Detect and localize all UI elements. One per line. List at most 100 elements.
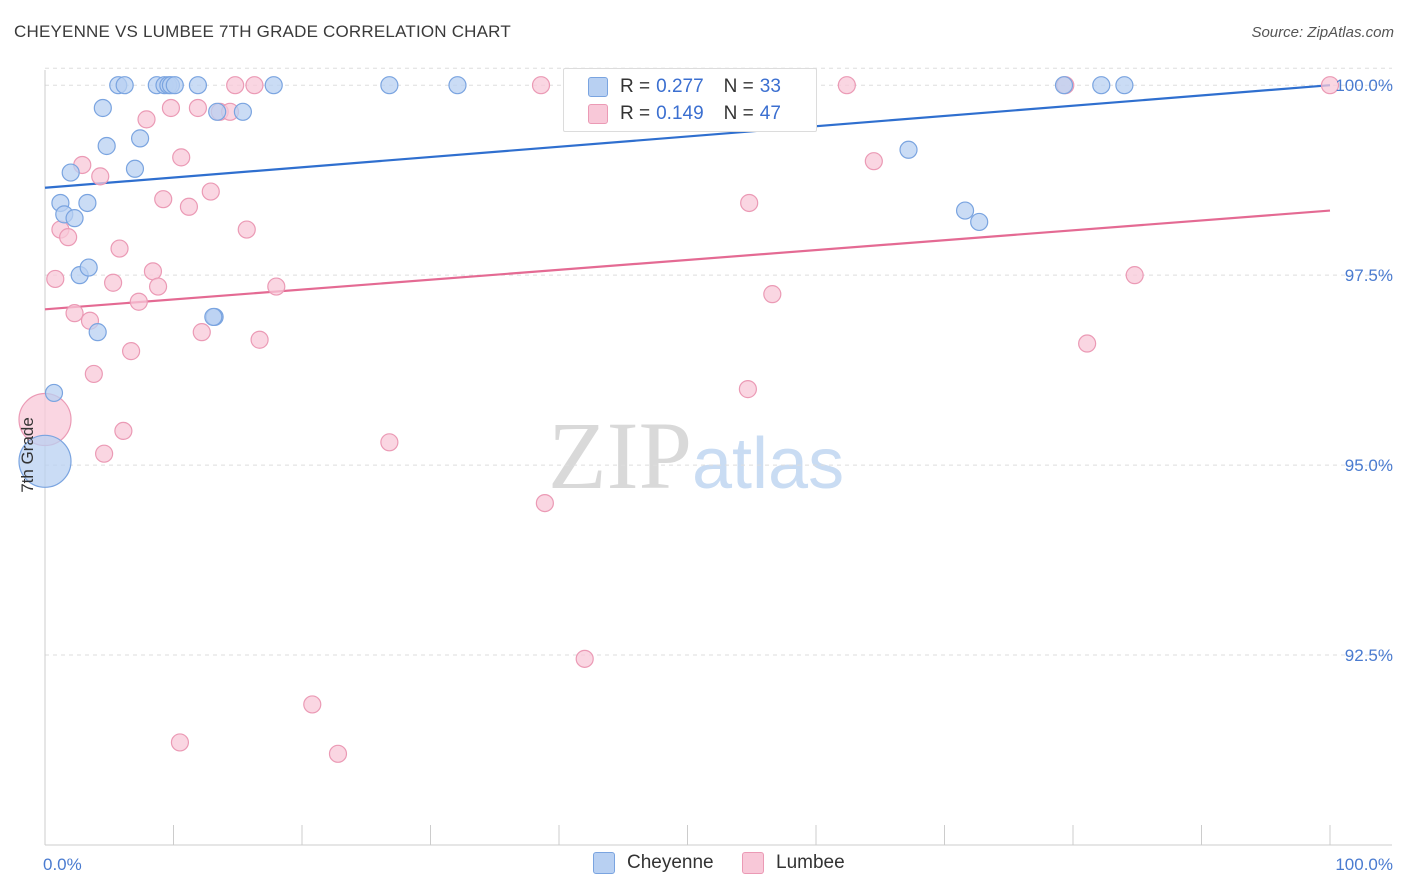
x-tick-label-min: 0.0% — [43, 855, 82, 874]
point-lumbee — [267, 277, 286, 296]
point-lumbee — [531, 76, 551, 95]
point-lumbee — [1320, 76, 1340, 95]
grid-lines — [45, 67, 1392, 656]
point-lumbee — [575, 649, 594, 668]
point-lumbee — [110, 239, 129, 258]
point-cheyenne — [115, 76, 134, 95]
watermark-atlas: atlas — [692, 424, 845, 504]
point-cheyenne — [1115, 76, 1134, 95]
y-tick-label: 92.5% — [1345, 646, 1393, 665]
point-cheyenne — [79, 258, 98, 277]
point-cheyenne — [188, 76, 208, 95]
point-lumbee — [380, 433, 399, 452]
point-cheyenne — [65, 209, 84, 228]
point-cheyenne — [208, 102, 227, 121]
point-cheyenne — [18, 434, 72, 488]
y-tick-label: 100.0% — [1335, 76, 1393, 95]
point-cheyenne — [1092, 76, 1111, 95]
point-cheyenne — [955, 201, 975, 220]
point-lumbee — [179, 197, 199, 216]
source-label: Source: ZipAtlas.com — [1251, 24, 1394, 41]
point-lumbee — [740, 193, 759, 213]
bottom-legend-label-lumbee: Lumbee — [776, 852, 845, 873]
legend-row-cheyenne: R = 0.277 N = 33 — [588, 75, 781, 99]
point-lumbee — [84, 364, 103, 384]
point-cheyenne — [1054, 76, 1074, 95]
point-lumbee — [245, 76, 264, 95]
point-cheyenne — [448, 76, 467, 95]
legend-n-value: 33 — [759, 76, 781, 97]
legend-swatch-lumbee — [588, 104, 608, 124]
point-lumbee — [201, 182, 220, 201]
point-lumbee — [59, 228, 78, 247]
point-cheyenne — [78, 193, 97, 213]
bottom-legend-cheyenne: Cheyenne — [593, 852, 714, 874]
point-lumbee — [328, 744, 348, 763]
point-cheyenne — [970, 212, 989, 232]
x-tick-label-max: 100.0% — [1335, 855, 1393, 874]
point-cheyenne — [165, 76, 184, 95]
y-axis-label: 7th Grade — [18, 417, 37, 493]
point-cheyenne — [125, 159, 145, 178]
point-cheyenne — [264, 76, 283, 95]
point-lumbee — [121, 342, 141, 361]
point-lumbee — [161, 98, 181, 118]
legend-n-label: N = — [723, 76, 754, 97]
point-lumbee — [154, 190, 173, 209]
bottom-legend-label-cheyenne: Cheyenne — [627, 852, 714, 873]
tick-labels: 92.5% 95.0% 97.5% 100.0% 0.0% 100.0% — [43, 76, 1393, 874]
axes — [44, 70, 1392, 846]
point-lumbee — [148, 277, 168, 296]
point-lumbee — [65, 304, 84, 323]
point-cheyenne — [61, 163, 80, 182]
trend-line-cheyenne — [44, 84, 1331, 189]
point-lumbee — [188, 98, 208, 118]
chart-title: CHEYENNE VS LUMBEE 7TH GRADE CORRELATION… — [14, 22, 511, 41]
point-cheyenne — [380, 76, 399, 95]
point-lumbee — [137, 110, 156, 129]
bottom-legend-swatch-cheyenne — [593, 852, 615, 874]
legend-r-label: R = — [620, 103, 651, 124]
legend: R = 0.277 N = 33 R = 0.149 N = 47 — [563, 68, 817, 132]
point-lumbee — [143, 262, 163, 281]
point-lumbee — [763, 285, 782, 304]
point-lumbee — [837, 76, 856, 95]
point-lumbee — [237, 220, 256, 239]
bottom-legend-lumbee: Lumbee — [742, 852, 845, 874]
point-lumbee — [114, 421, 133, 441]
legend-r-value: 0.277 — [656, 76, 704, 97]
point-lumbee — [91, 167, 110, 186]
point-lumbee — [226, 76, 245, 95]
point-lumbee — [250, 330, 269, 349]
point-lumbee — [104, 273, 123, 292]
bottom-legend-swatch-lumbee — [742, 852, 764, 874]
point-lumbee — [535, 493, 554, 513]
point-cheyenne — [130, 129, 150, 148]
bottom-legend: Cheyenne Lumbee — [0, 852, 1406, 878]
point-lumbee — [864, 152, 883, 171]
trend-lines — [44, 84, 1331, 311]
watermark: ZIPatlas — [548, 400, 844, 511]
point-lumbee — [172, 148, 191, 167]
legend-swatch-cheyenne — [588, 77, 608, 97]
point-lumbee — [1078, 334, 1097, 353]
point-lumbee — [303, 695, 322, 714]
legend-n-label: N = — [723, 103, 754, 124]
y-tick-label: 97.5% — [1345, 266, 1393, 285]
legend-r-label: R = — [620, 76, 651, 97]
point-cheyenne — [44, 383, 64, 403]
point-lumbee — [738, 380, 757, 399]
legend-n-value: 47 — [759, 103, 781, 124]
point-lumbee — [95, 444, 114, 463]
watermark-zip: ZIP — [548, 402, 692, 509]
point-cheyenne — [204, 307, 223, 327]
point-lumbee — [1125, 266, 1144, 285]
legend-r-value: 0.149 — [656, 103, 704, 124]
trend-line-lumbee — [44, 209, 1331, 311]
point-lumbee — [170, 733, 190, 752]
point-lumbee — [192, 323, 211, 342]
point-lumbee — [46, 269, 65, 289]
point-cheyenne — [97, 136, 116, 156]
point-cheyenne — [93, 98, 112, 118]
